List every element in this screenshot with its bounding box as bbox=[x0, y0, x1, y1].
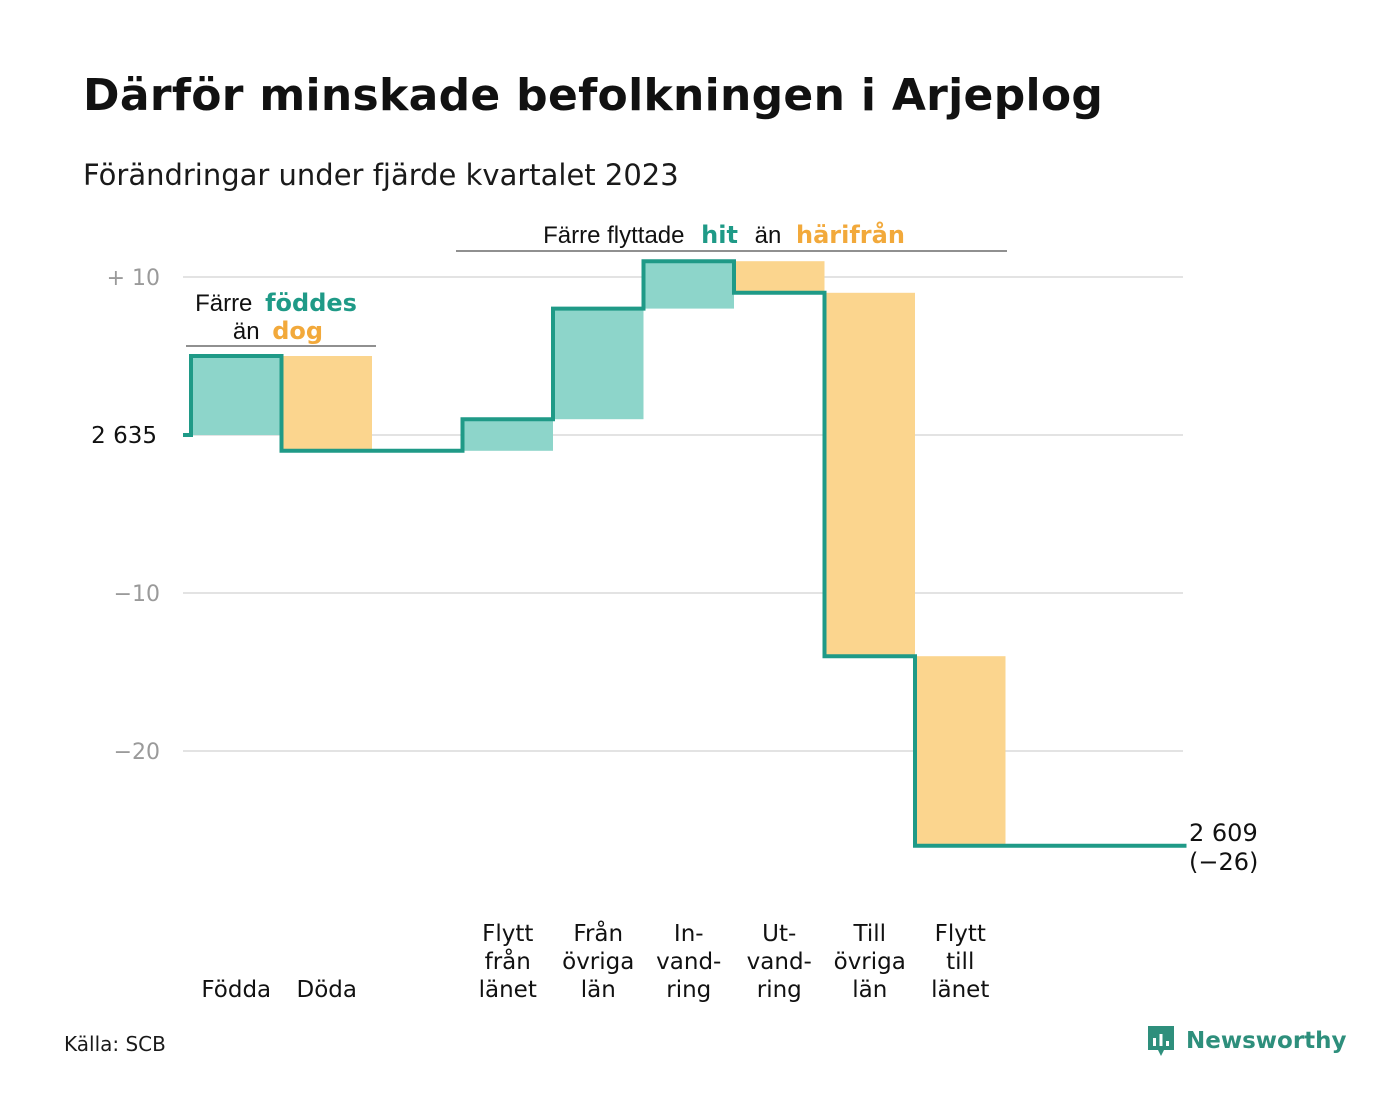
bar-outflow bbox=[281, 356, 372, 451]
annotation-moves-teal: hit bbox=[701, 221, 738, 249]
bar-outflow bbox=[915, 656, 1006, 846]
y-tick-label: −10 bbox=[114, 582, 160, 607]
newsworthy-logo-icon bbox=[1148, 1026, 1174, 1056]
annotation-births-pre: Färre bbox=[195, 290, 252, 317]
bar-inflow bbox=[191, 356, 282, 435]
annotation-births-orange: dog bbox=[272, 317, 323, 345]
annotation-births-line2: än bbox=[233, 318, 260, 345]
y-tick-label: + 10 bbox=[107, 266, 160, 291]
svg-text:än dog: än dog bbox=[233, 317, 323, 345]
cumulative-step-line bbox=[183, 259, 1187, 848]
annotation-moves-orange: härifrån bbox=[796, 220, 905, 249]
bar-inflow bbox=[462, 419, 553, 451]
category-label: Ut-vand-ring bbox=[747, 921, 812, 1003]
chart-title: Därför minskade befolkningen i Arjeplog bbox=[83, 70, 1104, 121]
bar-inflow bbox=[553, 308, 644, 420]
category-label: Födda bbox=[201, 977, 271, 1003]
svg-text:Färre flyttade hit: Färre flyttade hit än härifrån bbox=[543, 220, 905, 249]
source-note: Källa: SCB bbox=[64, 1032, 166, 1056]
bar-inflow bbox=[643, 261, 734, 309]
annotation-moves: Färre flyttade hit än härifrån bbox=[456, 220, 1007, 252]
chart-subtitle: Förändringar under fjärde kvartalet 2023 bbox=[83, 158, 679, 192]
category-label: Döda bbox=[297, 977, 357, 1003]
bar-outflow bbox=[734, 261, 825, 293]
annotation-births-teal: föddes bbox=[265, 289, 357, 317]
end-value-label: 2 609 bbox=[1189, 819, 1258, 847]
end-change-label: (−26) bbox=[1189, 848, 1258, 876]
svg-text:Färre föddes: Färre föddes bbox=[195, 289, 357, 317]
category-label: Från övriga län bbox=[562, 919, 634, 1003]
annotation-moves-pre: Färre flyttade bbox=[543, 222, 684, 249]
annotation-moves-mid: än bbox=[755, 222, 782, 249]
bar-outflow bbox=[824, 292, 915, 657]
y-tick-label: −20 bbox=[114, 740, 160, 765]
category-label: Till övriga län bbox=[834, 921, 906, 1003]
category-label: Flytt till länet bbox=[931, 921, 989, 1003]
newsworthy-logo: Newsworthy bbox=[1146, 1024, 1347, 1058]
category-label: Flytt från länet bbox=[479, 921, 537, 1003]
category-label: In-vand-ring bbox=[656, 921, 721, 1003]
annotation-births: Färre föddes än dog bbox=[186, 289, 376, 347]
start-value-label: 2 635 bbox=[91, 423, 157, 449]
brand-name: Newsworthy bbox=[1186, 1028, 1347, 1054]
